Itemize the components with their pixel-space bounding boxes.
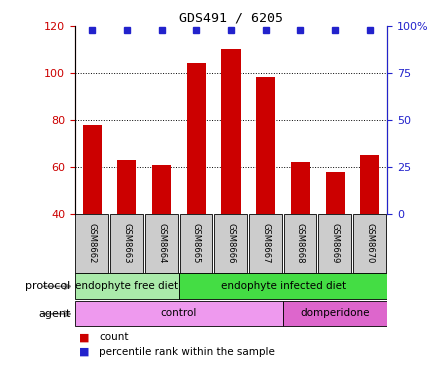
Bar bbox=[152, 165, 171, 214]
Text: protocol: protocol bbox=[25, 281, 70, 291]
Text: ■: ■ bbox=[79, 347, 90, 357]
Text: control: control bbox=[161, 308, 197, 318]
Bar bbox=[326, 172, 345, 214]
Bar bbox=[83, 124, 102, 214]
Text: GSM8665: GSM8665 bbox=[192, 223, 201, 264]
Bar bbox=[353, 214, 386, 273]
Bar bbox=[187, 63, 206, 214]
Text: endophyte free diet: endophyte free diet bbox=[75, 281, 179, 291]
Bar bbox=[179, 273, 387, 299]
Title: GDS491 / 6205: GDS491 / 6205 bbox=[179, 11, 283, 25]
Bar bbox=[221, 49, 241, 214]
Text: agent: agent bbox=[38, 309, 70, 319]
Bar bbox=[214, 214, 247, 273]
Text: GSM8664: GSM8664 bbox=[157, 223, 166, 264]
Bar bbox=[256, 78, 275, 214]
Text: percentile rank within the sample: percentile rank within the sample bbox=[99, 347, 275, 357]
Bar bbox=[291, 162, 310, 214]
Bar bbox=[75, 301, 283, 326]
Text: GSM8670: GSM8670 bbox=[365, 223, 374, 264]
Text: GSM8666: GSM8666 bbox=[227, 223, 235, 264]
Bar bbox=[283, 301, 387, 326]
Bar bbox=[75, 273, 179, 299]
Text: GSM8669: GSM8669 bbox=[330, 223, 340, 264]
Bar bbox=[180, 214, 212, 273]
Bar bbox=[360, 155, 379, 214]
Bar bbox=[117, 160, 136, 214]
Text: count: count bbox=[99, 332, 128, 342]
Text: ■: ■ bbox=[79, 332, 90, 342]
Bar bbox=[284, 214, 316, 273]
Text: GSM8663: GSM8663 bbox=[122, 223, 132, 264]
Text: domperidone: domperidone bbox=[301, 308, 370, 318]
Bar bbox=[76, 214, 108, 273]
Text: GSM8668: GSM8668 bbox=[296, 223, 305, 264]
Bar bbox=[319, 214, 351, 273]
Text: GSM8662: GSM8662 bbox=[88, 223, 97, 264]
Text: endophyte infected diet: endophyte infected diet bbox=[220, 281, 346, 291]
Bar bbox=[249, 214, 282, 273]
Bar bbox=[110, 214, 143, 273]
Text: GSM8667: GSM8667 bbox=[261, 223, 270, 264]
Bar bbox=[145, 214, 178, 273]
